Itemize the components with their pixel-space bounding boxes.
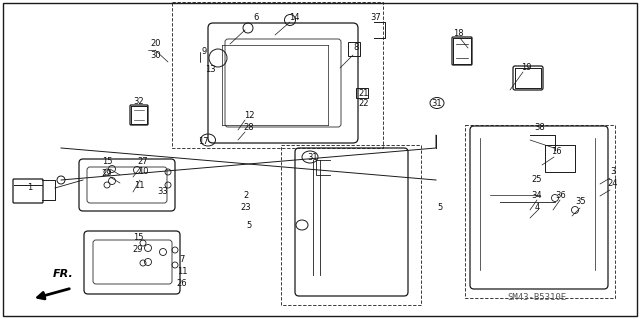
Text: 11: 11 — [177, 268, 188, 277]
Text: 35: 35 — [576, 197, 586, 206]
Text: 30: 30 — [150, 51, 161, 61]
Text: 31: 31 — [432, 99, 442, 108]
Text: 12: 12 — [244, 112, 254, 121]
Text: 16: 16 — [550, 147, 561, 157]
Text: FR.: FR. — [52, 269, 74, 279]
Text: 5: 5 — [246, 220, 252, 229]
Text: 3: 3 — [611, 167, 616, 176]
Text: 29: 29 — [132, 244, 143, 254]
Text: 26: 26 — [177, 279, 188, 288]
Text: 28: 28 — [244, 123, 254, 132]
Text: 19: 19 — [521, 63, 531, 71]
Text: 29: 29 — [102, 169, 112, 179]
Text: 17: 17 — [198, 137, 208, 145]
Text: 18: 18 — [452, 28, 463, 38]
Text: 6: 6 — [253, 13, 259, 23]
Bar — [356, 88, 368, 98]
Text: 10: 10 — [138, 167, 148, 176]
Text: 27: 27 — [138, 157, 148, 166]
Text: 5: 5 — [437, 204, 443, 212]
Text: 36: 36 — [556, 190, 566, 199]
Text: 8: 8 — [353, 43, 358, 53]
Text: 37: 37 — [371, 12, 381, 21]
Text: 31: 31 — [308, 152, 318, 161]
Text: 25: 25 — [532, 175, 542, 184]
Text: 4: 4 — [534, 204, 540, 212]
Text: 15: 15 — [132, 233, 143, 241]
Text: 34: 34 — [532, 190, 542, 199]
Text: 2: 2 — [243, 190, 248, 199]
Text: SM43-B5310E: SM43-B5310E — [508, 293, 566, 301]
Text: 24: 24 — [608, 180, 618, 189]
Text: 9: 9 — [202, 48, 207, 56]
Text: 15: 15 — [102, 158, 112, 167]
Text: 7: 7 — [179, 256, 185, 264]
Text: 14: 14 — [289, 12, 300, 21]
Text: 21: 21 — [359, 88, 369, 98]
Text: 32: 32 — [134, 97, 144, 106]
Text: 33: 33 — [157, 188, 168, 197]
Text: 38: 38 — [534, 123, 545, 132]
Text: 11: 11 — [134, 181, 144, 189]
Text: 23: 23 — [241, 203, 252, 211]
Text: 13: 13 — [205, 65, 215, 75]
Text: 1: 1 — [28, 183, 33, 192]
Text: 20: 20 — [151, 40, 161, 48]
Text: 22: 22 — [359, 100, 369, 108]
Bar — [348, 42, 360, 56]
